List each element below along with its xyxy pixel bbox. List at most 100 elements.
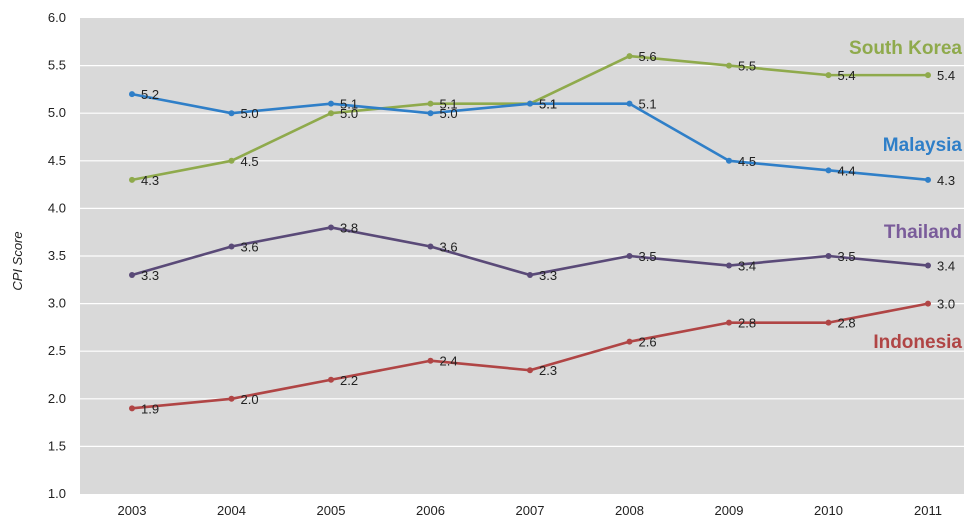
data-label-thailand: 3.3: [539, 268, 557, 283]
y-axis-ticks: 1.0 1.5 2.0 2.5 3.0 3.5 4.0 4.5 5.0 5.5 6.0: [48, 10, 66, 501]
data-label-indonesia: 2.4: [440, 354, 458, 369]
data-label-malaysia: 5.1: [639, 97, 657, 112]
data-label-thailand: 3.4: [738, 259, 756, 274]
y-tick-label: 2.0: [48, 391, 66, 406]
data-point-indonesia: [626, 338, 633, 345]
data-label-indonesia: 1.9: [141, 401, 159, 416]
data-label-thailand: 3.5: [838, 249, 856, 264]
data-point-malaysia: [825, 167, 832, 174]
x-tick-label: 2008: [615, 503, 644, 518]
data-point-thailand: [129, 272, 135, 279]
data-point-south-korea: [228, 157, 235, 164]
data-point-south-korea: [925, 72, 931, 79]
data-label-indonesia: 2.0: [241, 392, 259, 407]
data-label-indonesia: 2.2: [340, 373, 358, 388]
x-tick-label: 2003: [118, 503, 147, 518]
data-label-indonesia: 3.0: [937, 297, 955, 312]
series-name-malaysia: Malaysia: [883, 135, 963, 156]
data-label-malaysia: 5.0: [440, 106, 458, 121]
data-point-south-korea: [427, 100, 434, 107]
x-tick-label: 2011: [914, 503, 942, 518]
data-label-malaysia: 5.0: [241, 106, 259, 121]
y-tick-label: 1.0: [48, 486, 66, 501]
data-point-indonesia: [129, 405, 135, 412]
data-label-south-korea: 5.4: [838, 68, 856, 83]
data-label-malaysia: 4.5: [738, 154, 756, 169]
y-axis-label: CPI Score: [10, 231, 25, 290]
data-point-thailand: [626, 253, 633, 259]
data-point-indonesia: [726, 319, 732, 326]
data-label-thailand: 3.8: [340, 220, 358, 235]
data-point-thailand: [825, 253, 832, 259]
data-point-malaysia: [626, 100, 633, 107]
data-point-indonesia: [427, 357, 434, 364]
data-point-indonesia: [925, 300, 931, 307]
data-label-malaysia: 4.3: [937, 173, 955, 188]
data-point-south-korea: [626, 53, 633, 60]
y-tick-label: 2.5: [48, 343, 66, 358]
data-label-south-korea: 5.0: [340, 106, 358, 121]
data-label-south-korea: 5.6: [639, 49, 657, 64]
data-label-thailand: 3.6: [440, 239, 458, 254]
data-label-malaysia: 5.1: [539, 97, 557, 112]
data-point-malaysia: [328, 100, 334, 107]
y-tick-label: 6.0: [48, 10, 66, 25]
data-point-south-korea: [328, 110, 334, 117]
data-label-thailand: 3.6: [241, 239, 259, 254]
data-label-thailand: 3.4: [937, 259, 955, 274]
y-tick-label: 3.0: [48, 296, 66, 311]
x-tick-label: 2004: [217, 503, 246, 518]
y-tick-label: 3.5: [48, 248, 66, 263]
data-point-malaysia: [228, 110, 235, 117]
x-axis-ticks: 2003 2004 2005 2006 2007 2008 2009 2010 2011: [118, 503, 942, 518]
data-point-thailand: [527, 272, 533, 279]
y-tick-label: 4.0: [48, 200, 66, 215]
data-point-malaysia: [427, 110, 434, 117]
data-point-indonesia: [825, 319, 832, 326]
series-name-thailand: Thailand: [884, 222, 962, 243]
data-point-malaysia: [925, 176, 931, 183]
x-tick-label: 2005: [317, 503, 346, 518]
data-point-indonesia: [228, 395, 235, 402]
y-tick-label: 5.5: [48, 58, 66, 73]
x-tick-label: 2009: [715, 503, 744, 518]
y-tick-label: 1.5: [48, 438, 66, 453]
data-point-south-korea: [726, 62, 732, 69]
data-label-indonesia: 2.3: [539, 363, 557, 378]
x-tick-label: 2006: [416, 503, 445, 518]
data-point-malaysia: [129, 91, 135, 98]
data-point-malaysia: [726, 157, 732, 164]
data-label-thailand: 3.3: [141, 268, 159, 283]
series-group: 4.34.55.05.1 5.15.65.55.4 5.45.25.05.15.05…: [129, 49, 955, 416]
data-point-thailand: [925, 262, 931, 269]
data-point-thailand: [328, 224, 334, 231]
data-point-thailand: [726, 262, 732, 269]
data-point-thailand: [228, 243, 235, 250]
data-point-south-korea: [129, 176, 135, 183]
data-point-thailand: [427, 243, 434, 250]
data-point-indonesia: [527, 367, 533, 374]
data-label-indonesia: 2.8: [838, 316, 856, 331]
data-label-south-korea: 5.5: [738, 59, 756, 74]
data-label-thailand: 3.5: [639, 249, 657, 264]
y-tick-label: 5.0: [48, 105, 66, 120]
series-name-south-korea: South Korea: [849, 38, 962, 59]
data-label-indonesia: 2.6: [639, 335, 657, 350]
data-point-indonesia: [328, 376, 334, 383]
data-label-south-korea: 4.5: [241, 154, 259, 169]
data-label-malaysia: 5.2: [141, 87, 159, 102]
data-point-south-korea: [825, 72, 832, 79]
data-label-indonesia: 2.8: [738, 316, 756, 331]
x-tick-label: 2010: [814, 503, 843, 518]
series-labels-group: South Korea Malaysia Thailand Indonesia: [849, 38, 962, 353]
data-label-malaysia: 4.4: [838, 163, 856, 178]
data-label-malaysia: 5.1: [340, 97, 358, 112]
data-label-south-korea: 4.3: [141, 173, 159, 188]
series-name-indonesia: Indonesia: [873, 332, 962, 353]
y-tick-label: 4.5: [48, 153, 66, 168]
data-label-south-korea: 5.4: [937, 68, 955, 83]
x-tick-label: 2007: [516, 503, 545, 518]
data-point-malaysia: [527, 100, 533, 107]
data-label-south-korea: 5.1: [440, 97, 458, 112]
